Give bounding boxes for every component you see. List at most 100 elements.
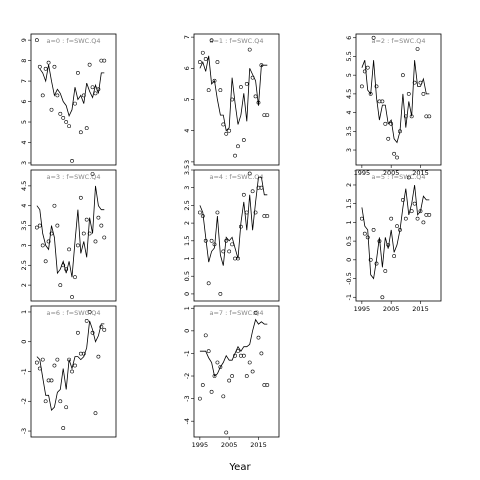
fitted-line bbox=[199, 318, 268, 377]
panel-frame bbox=[193, 305, 280, 438]
data-point bbox=[46, 60, 51, 65]
y-tick-label: 0.5 bbox=[183, 271, 191, 281]
data-point bbox=[58, 283, 63, 288]
data-point bbox=[247, 47, 252, 52]
y-tick-label: 1 bbox=[20, 310, 28, 314]
x-axis-label: Year bbox=[228, 462, 251, 473]
y-tick-label: -1 bbox=[345, 294, 353, 300]
data-point bbox=[415, 216, 420, 221]
data-point bbox=[200, 383, 205, 387]
y-tick-label: 0 bbox=[20, 340, 28, 344]
y-tick-label: -2 bbox=[20, 398, 28, 404]
y-tick-label: 5 bbox=[183, 97, 191, 101]
panel-1: a=3 : f=SWC.Q4 2 2.5 3 3.5 4 4.5 bbox=[20, 169, 117, 302]
data-point bbox=[247, 171, 252, 176]
y-tick-label: 2.5 bbox=[183, 200, 191, 210]
data-point bbox=[200, 50, 205, 55]
y-tick-label: 2 bbox=[183, 221, 191, 225]
y-tick-label: 3 bbox=[345, 148, 353, 152]
data-point bbox=[43, 259, 48, 264]
y-tick-label: 4 bbox=[20, 204, 28, 208]
y-tick-label: 6 bbox=[345, 36, 353, 40]
data-point bbox=[209, 238, 214, 243]
y-tick-label: 8 bbox=[20, 59, 28, 63]
data-point bbox=[250, 189, 255, 194]
y-tick-label: 0.5 bbox=[345, 236, 353, 246]
data-point bbox=[64, 120, 69, 124]
y-tick-label: 5 bbox=[345, 73, 353, 77]
data-point bbox=[73, 363, 77, 368]
data-point bbox=[215, 60, 220, 64]
x-tick-label: 2015 bbox=[250, 441, 267, 449]
data-point bbox=[78, 130, 83, 135]
fitted-line bbox=[36, 320, 105, 412]
data-point bbox=[238, 85, 243, 89]
data-point bbox=[93, 91, 98, 96]
data-point bbox=[236, 144, 240, 149]
data-point bbox=[55, 357, 60, 362]
data-point bbox=[70, 369, 74, 374]
data-point bbox=[46, 239, 51, 244]
panel-4: a=4 : f=SWC.Q4 0 0.5 1 1.5 2 2.5 3 3.5 bbox=[183, 165, 280, 302]
data-point bbox=[40, 357, 45, 362]
data-point bbox=[70, 295, 74, 299]
data-point bbox=[227, 249, 232, 254]
data-point bbox=[40, 243, 45, 248]
y-tick-label: 3 bbox=[20, 243, 28, 247]
data-point bbox=[412, 201, 417, 206]
data-point bbox=[415, 47, 420, 51]
data-point bbox=[40, 93, 45, 98]
panel-frame bbox=[355, 169, 442, 302]
data-point bbox=[218, 365, 223, 369]
y-tick-label: 7 bbox=[20, 79, 28, 83]
data-point bbox=[84, 318, 89, 323]
y-tick-label: 7 bbox=[183, 35, 191, 39]
y-tick-label: 1.5 bbox=[183, 236, 191, 246]
y-tick-label: 3.5 bbox=[183, 165, 191, 175]
data-point bbox=[61, 426, 66, 430]
data-point bbox=[209, 38, 214, 43]
data-point bbox=[359, 84, 364, 89]
panel-0: a=0 : f=SWC.Q4 3 4 5 6 7 8 9 bbox=[20, 33, 117, 166]
panel-title: a=1 : f=SWC.Q4 bbox=[209, 37, 263, 45]
y-tick-label: -1 bbox=[183, 350, 191, 356]
panel-5: a=7 : f=SWC.Q4 -4 -3 -2 -1 0 1 1995 2005 2015 bbox=[183, 305, 280, 449]
data-point bbox=[371, 227, 376, 232]
data-point bbox=[244, 374, 249, 378]
data-point bbox=[395, 224, 399, 229]
data-point bbox=[400, 198, 405, 202]
data-point bbox=[412, 80, 417, 85]
y-tick-label: 5.5 bbox=[345, 51, 353, 61]
data-point bbox=[427, 114, 432, 119]
data-point bbox=[55, 93, 60, 98]
data-point bbox=[37, 223, 42, 228]
data-point bbox=[221, 394, 226, 399]
data-point bbox=[218, 88, 223, 93]
x-tick-label: 1995 bbox=[354, 305, 371, 313]
data-point bbox=[224, 430, 229, 435]
y-tick-label: 0 bbox=[183, 292, 191, 296]
data-point bbox=[259, 351, 264, 356]
data-point bbox=[380, 295, 385, 300]
data-point bbox=[403, 216, 408, 221]
panel-title: a=2 : f=SWC.Q4 bbox=[371, 37, 425, 45]
data-point bbox=[250, 369, 255, 374]
data-point bbox=[233, 153, 237, 158]
data-point bbox=[43, 66, 48, 71]
data-point bbox=[87, 310, 92, 314]
data-point bbox=[383, 269, 388, 273]
data-point bbox=[247, 360, 252, 365]
data-point bbox=[244, 82, 249, 86]
y-tick-label: -4 bbox=[183, 418, 191, 424]
data-point bbox=[64, 267, 69, 272]
panel-2: a=6 : f=SWC.Q4 -3 -2 -1 0 1 bbox=[20, 305, 117, 438]
data-point bbox=[368, 257, 373, 262]
x-tick-label: 1995 bbox=[354, 169, 371, 177]
data-point bbox=[227, 378, 232, 383]
data-point bbox=[386, 136, 391, 141]
data-point bbox=[215, 360, 220, 365]
y-tick-label: 0 bbox=[183, 329, 191, 333]
y-tick-label: 0 bbox=[345, 258, 353, 262]
data-point bbox=[84, 126, 89, 131]
data-point bbox=[400, 73, 405, 78]
